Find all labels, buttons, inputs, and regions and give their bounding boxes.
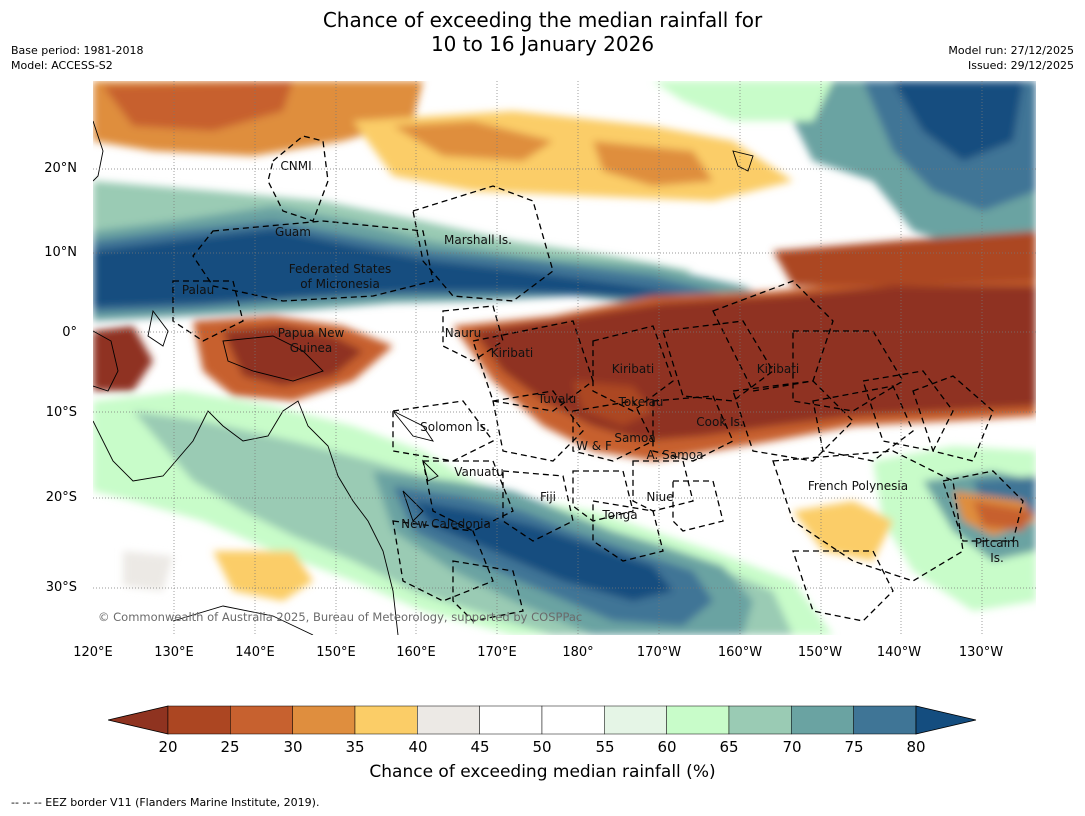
label-tuvalu: Tuvalu (537, 392, 577, 406)
eez-footnote: -- -- -- EEZ border V11 (Flanders Marine… (11, 796, 320, 809)
lon-tick: 170°E (477, 645, 517, 660)
label-png-line1: Papua New (277, 326, 345, 340)
colorbar-tick: 30 (283, 738, 303, 756)
colorbar-extend-low (108, 705, 169, 735)
lon-tick: 140°E (235, 645, 275, 660)
lat-tick: 30°S (45, 580, 77, 595)
label-pitcairn-line2: Is. (990, 551, 1004, 565)
label-french-polynesia: French Polynesia (807, 479, 909, 493)
label-guam: Guam (275, 225, 311, 239)
label-palau: Palau (181, 283, 215, 297)
title-line-1: Chance of exceeding the median rainfall … (322, 8, 763, 32)
label-new-caledonia: New Caledonia (401, 517, 491, 531)
map-title: Chance of exceeding the median rainfall … (0, 8, 1085, 56)
lon-tick: 120°E (73, 645, 113, 660)
label-solomon-islands: Solomon Is. (420, 420, 490, 434)
label-wallis-futuna: W & F (576, 439, 612, 453)
lon-tick: 150°E (316, 645, 356, 660)
lon-tick: 150°W (797, 645, 843, 660)
label-kiribati-east: Kiribati (756, 362, 800, 376)
label-tonga: Tonga (602, 508, 638, 522)
label-fsm-line2: of Micronesia (300, 277, 380, 291)
lon-tick: 160°E (396, 645, 436, 660)
colorbar-segment (604, 705, 667, 735)
label-samoa: Samoa (614, 431, 656, 445)
label-png-line2: Guinea (289, 341, 333, 355)
colorbar-tick: 75 (844, 738, 864, 756)
label-kiribati-west: Kiribati (490, 346, 534, 360)
rainfall-field (93, 81, 1036, 635)
label-kiribati-central: Kiribati (611, 362, 655, 376)
colorbar-tick: 25 (220, 738, 240, 756)
lon-tick: 130°W (958, 645, 1004, 660)
copyright-notice: © Commonwealth of Australia 2025, Bureau… (98, 610, 583, 624)
colorbar-segment (479, 705, 543, 735)
lat-tick: 20°S (45, 490, 77, 505)
label-pitcairn-line1: Pitcairn (974, 536, 1020, 550)
colorbar-tick: 20 (158, 738, 178, 756)
title-line-2: 10 to 16 January 2026 (430, 32, 655, 56)
label-american-samoa: A. Samoa (646, 448, 704, 462)
lat-tick: 10°N (44, 245, 77, 260)
lon-tick: 180° (562, 645, 594, 660)
label-vanuatu: Vanuatu (454, 465, 504, 479)
colorbar-segment (853, 705, 917, 735)
colorbar-tick: 80 (906, 738, 926, 756)
label-marshall-islands: Marshall Is. (444, 233, 512, 247)
meta-right: Model run: 27/12/2025 Issued: 29/12/2025 (948, 43, 1074, 73)
colorbar-segment (728, 705, 792, 735)
probability-shading (93, 81, 1036, 635)
colorbar-segment (791, 705, 854, 735)
label-cook-islands: Cook Is. (696, 415, 744, 429)
lat-tick: 20°N (44, 161, 77, 176)
colorbar-segment (354, 705, 418, 735)
meta-left: Base period: 1981-2018 Model: ACCESS-S2 (11, 43, 143, 73)
colorbar (108, 705, 977, 735)
label-niue: Niue (646, 490, 674, 504)
colorbar-segment (541, 705, 605, 735)
colorbar-segment (230, 705, 293, 735)
eez-borders (172, 135, 1024, 622)
colorbar-extend-high (915, 705, 977, 735)
lat-tick: 10°S (45, 405, 77, 420)
colorbar-tick: 40 (408, 738, 428, 756)
colorbar-segment (666, 705, 730, 735)
label-nauru: Nauru (444, 326, 482, 340)
lon-tick: 130°E (154, 645, 194, 660)
model-name: Model: ACCESS-S2 (11, 59, 113, 72)
label-cnmi: CNMI (280, 159, 312, 173)
issued-date: Issued: 29/12/2025 (967, 59, 1074, 72)
lon-tick: 140°W (876, 645, 922, 660)
label-fiji: Fiji (539, 490, 557, 504)
colorbar-segment (292, 705, 356, 735)
base-period: Base period: 1981-2018 (11, 44, 144, 57)
colorbar-tick: 65 (719, 738, 739, 756)
colorbar-segment (167, 705, 231, 735)
colorbar-tick: 55 (595, 738, 615, 756)
lon-tick: 160°W (717, 645, 763, 660)
model-run-date: Model run: 27/12/2025 (948, 44, 1074, 57)
graticule (93, 81, 1036, 635)
rainfall-map[interactable]: CNMI Guam Marshall Is. Federated States … (93, 81, 1036, 635)
label-tokelau: Tokelau (618, 395, 664, 409)
colorbar-tick: 60 (657, 738, 677, 756)
coastlines (93, 120, 754, 635)
colorbar-segment (417, 705, 480, 735)
colorbar-tick: 70 (782, 738, 802, 756)
colorbar-tick: 35 (345, 738, 365, 756)
colorbar-title: Chance of exceeding median rainfall (%) (369, 762, 716, 782)
colorbar-tick: 50 (532, 738, 552, 756)
colorbar-tick: 45 (470, 738, 490, 756)
label-fsm-line1: Federated States (288, 262, 392, 276)
lon-tick: 170°W (636, 645, 682, 660)
lat-tick: 0° (62, 325, 77, 340)
